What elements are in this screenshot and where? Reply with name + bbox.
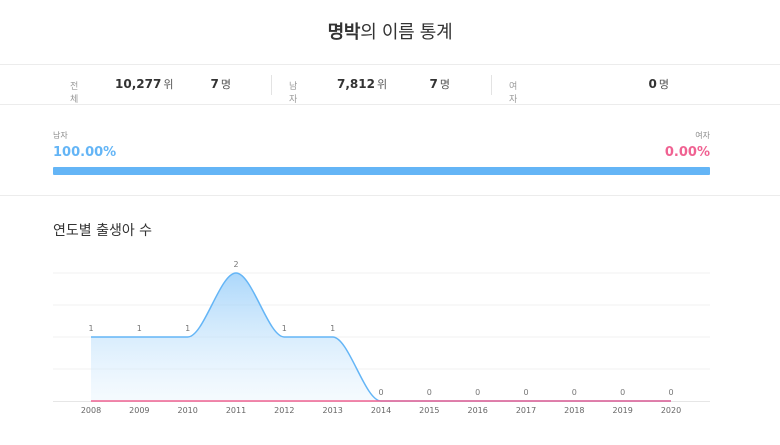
data-label: 1 (330, 324, 335, 333)
count-unit: 명 (439, 78, 450, 91)
rank-unit: 위 (163, 78, 174, 91)
count-unit: 명 (220, 78, 231, 91)
data-label: 1 (185, 324, 190, 333)
data-label: 1 (88, 324, 93, 333)
x-tick-label: 2008 (81, 406, 101, 415)
stat-female-label: 여자 (509, 82, 518, 105)
stat-total-rank-value: 10,277 (115, 77, 162, 91)
x-tick-label: 2018 (564, 406, 584, 415)
births-section-title: 연도별 출생아 수 (53, 223, 153, 239)
name-text: 명박 (327, 22, 361, 43)
data-label: 2 (233, 260, 238, 269)
data-label: 0 (427, 388, 432, 397)
data-label: 1 (137, 324, 142, 333)
x-tick-label: 2019 (612, 406, 632, 415)
stat-male-label: 남자 (289, 82, 298, 105)
stat-male-rank-value: 7,812 (337, 77, 375, 91)
x-tick-label: 2015 (419, 406, 439, 415)
male-ratio-percent: 100.00% (53, 145, 117, 160)
stat-male-count-value: 7 (429, 77, 438, 91)
x-tick-label: 2010 (177, 406, 197, 415)
x-tick-label: 2016 (467, 406, 487, 415)
data-label: 0 (475, 388, 480, 397)
male-ratio-fill (53, 167, 710, 175)
x-tick-label: 2012 (274, 406, 294, 415)
data-label: 0 (523, 388, 528, 397)
count-unit: 명 (658, 78, 669, 91)
divider (0, 104, 780, 105)
divider (0, 195, 780, 196)
female-ratio-label: 여자 (695, 131, 710, 140)
stat-total-label: 전체 (70, 82, 79, 105)
male-ratio-label: 남자 (53, 131, 68, 140)
stat-total-rank: 10,277 위 (115, 76, 173, 92)
divider (0, 64, 780, 65)
rank-unit: 위 (376, 78, 388, 91)
data-label: 1 (282, 324, 287, 333)
x-tick-label: 2011 (226, 406, 246, 415)
x-tick-label: 2017 (516, 406, 536, 415)
x-tick-label: 2009 (129, 406, 149, 415)
x-tick-label: 2013 (322, 406, 342, 415)
gender-ratio-bar (53, 167, 710, 175)
births-chart: 1 1 1 2 1 1 0 0 0 0 0 0 0 2008 2009 2010 2011 2012 2013 20… (53, 260, 710, 415)
stat-female-count-value: 0 (648, 77, 657, 91)
stat-separator (271, 75, 272, 95)
stat-male-rank: 7,812 위 (337, 76, 387, 92)
x-tick-label: 2020 (661, 406, 681, 415)
data-label: 0 (572, 388, 577, 397)
data-label: 0 (668, 388, 673, 397)
births-area (91, 273, 671, 401)
data-label: 0 (620, 388, 625, 397)
data-label: 0 (378, 388, 383, 397)
page-title: 명박의 이름 통계 (0, 18, 780, 44)
female-ratio-percent: 0.00% (664, 145, 710, 160)
stat-total-count-value: 7 (210, 77, 219, 91)
title-suffix: 의 이름 통계 (360, 22, 453, 43)
stat-separator (491, 75, 492, 95)
x-tick-label: 2014 (371, 406, 391, 415)
